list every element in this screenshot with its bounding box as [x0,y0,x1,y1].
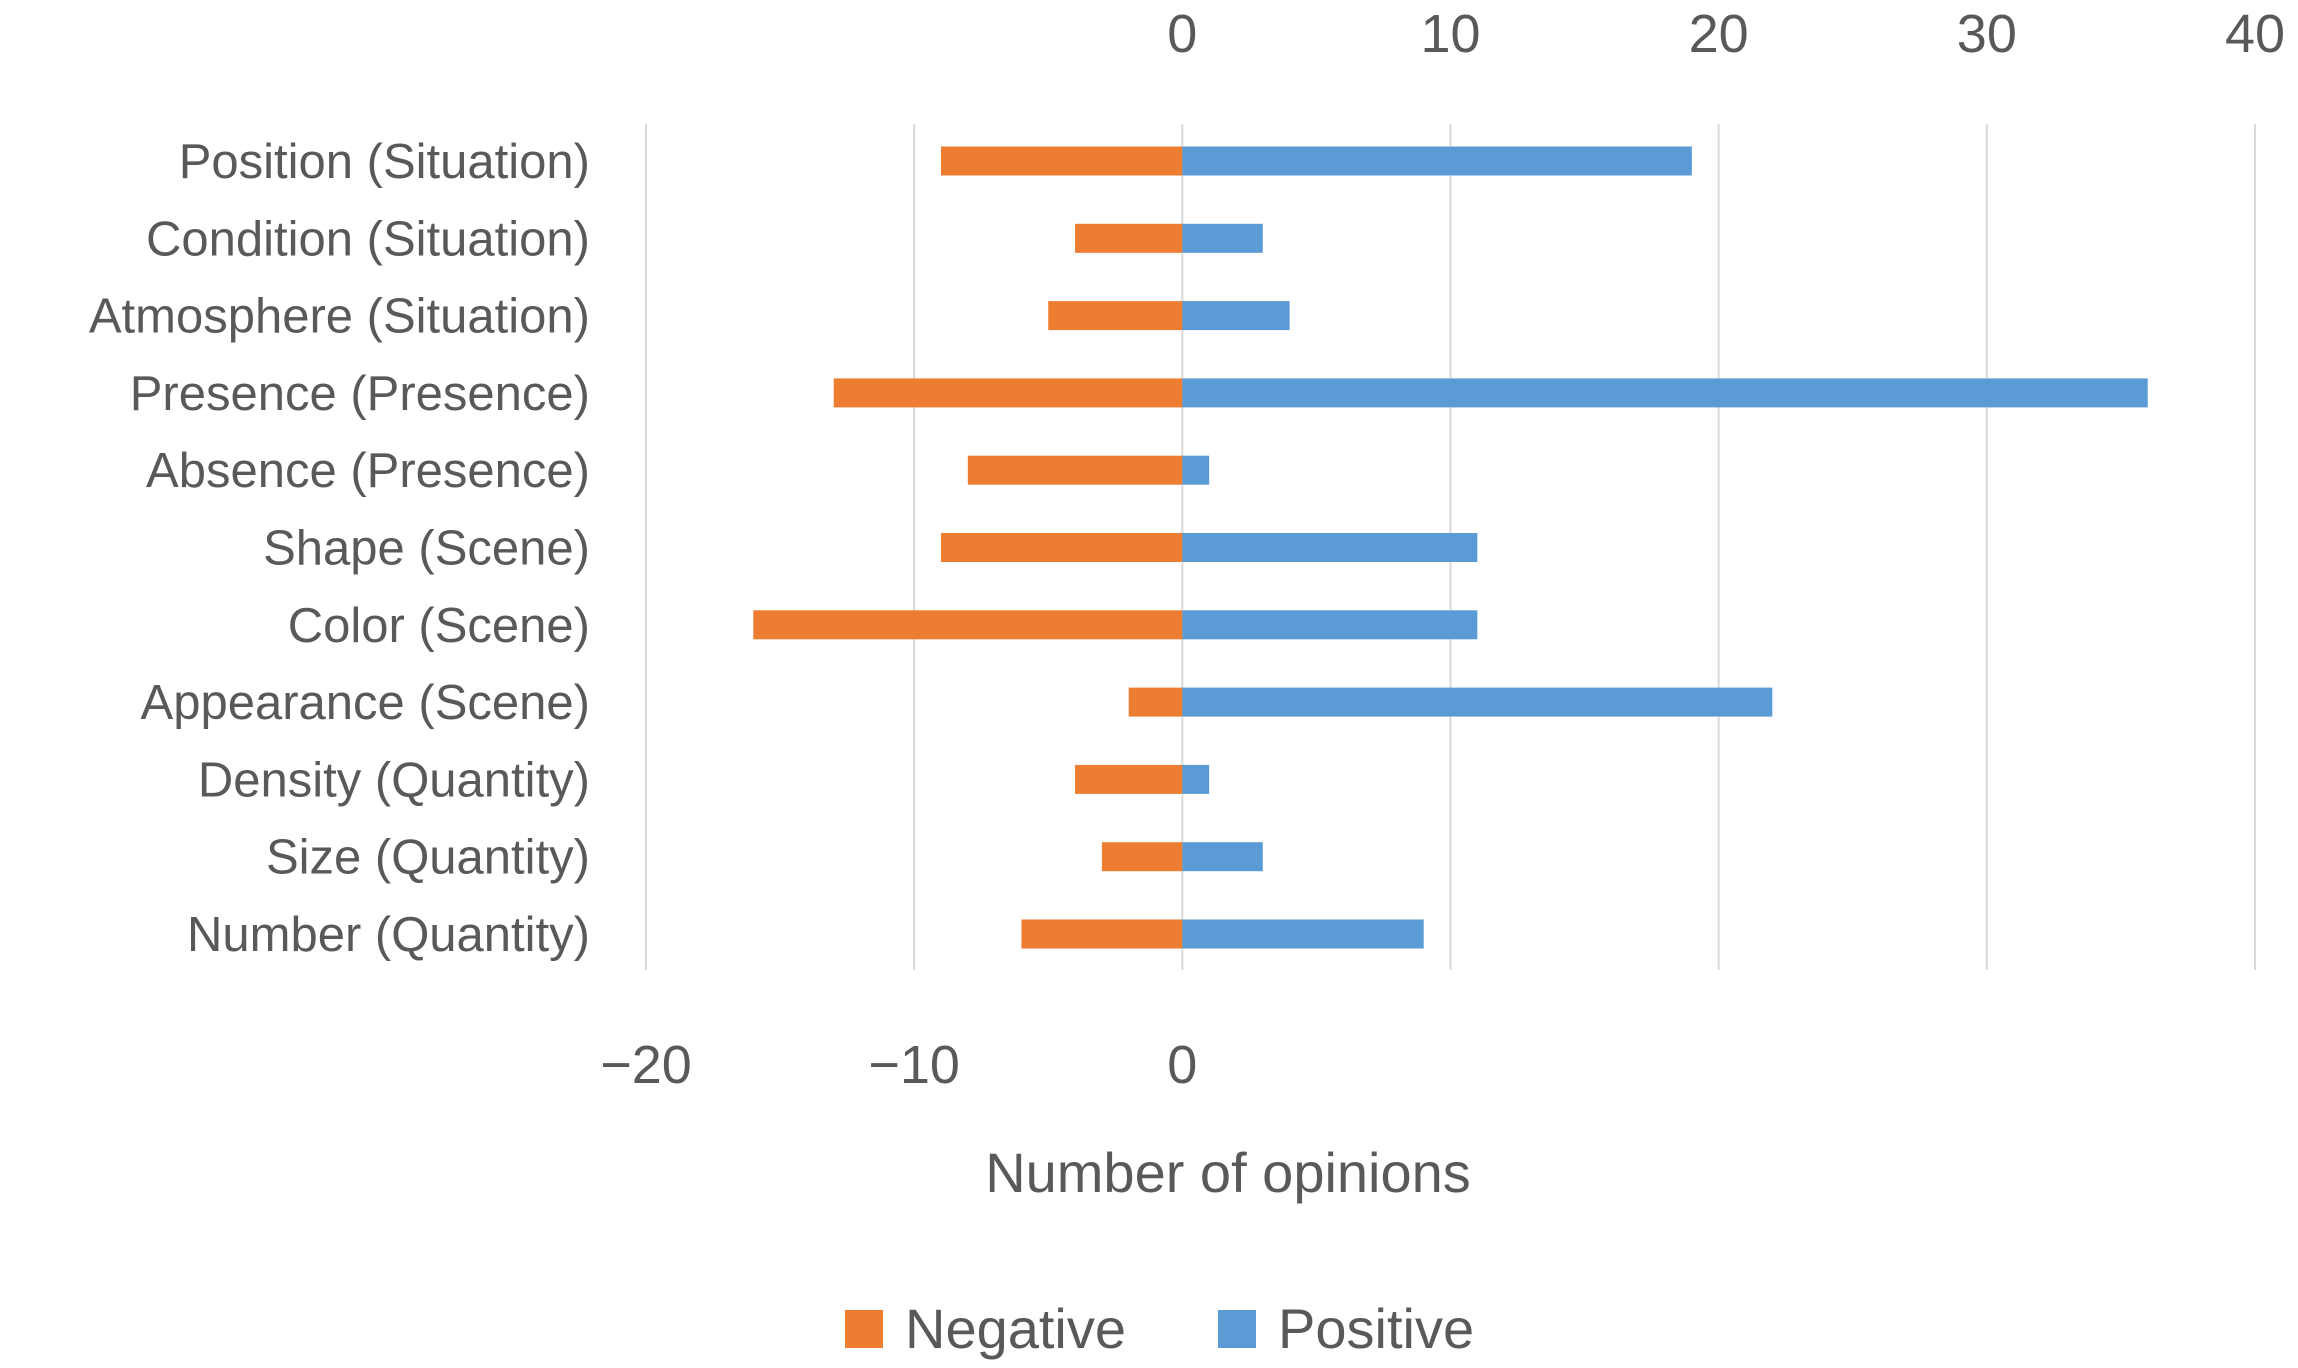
category-label: Condition (Situation) [146,212,590,266]
category-label: Appearance (Scene) [141,676,590,730]
bar-positive [1182,764,1210,794]
top-tick-label: 40 [2225,4,2285,64]
legend-swatch-positive [1218,1310,1256,1348]
top-tick-label: 10 [1420,4,1480,64]
bar-negative [940,146,1183,176]
bar-positive [1182,455,1210,485]
bar-negative [833,378,1183,408]
x-axis-title: Number of opinions [985,1141,1471,1204]
top-tick-label: 20 [1689,4,1749,64]
bar-negative [1075,223,1183,253]
bar-negative [1021,919,1183,949]
category-label: Presence (Presence) [130,367,590,421]
bar-negative [1101,842,1183,872]
bar-negative [940,533,1183,562]
category-label: Absence (Presence) [146,444,590,498]
bottom-tick-label: −10 [868,1035,960,1095]
bottom-tick-label: −20 [600,1035,692,1095]
bar-negative [1128,687,1183,717]
bar-positive [1182,610,1478,640]
bar-positive [1182,146,1692,176]
legend-label-positive: Positive [1278,1297,1474,1360]
top-tick-label: 30 [1957,4,2017,64]
category-label: Color (Scene) [288,599,590,653]
bar-positive [1182,687,1773,717]
bar-positive [1182,378,2148,408]
category-label: Position (Situation) [179,135,590,189]
bar-positive [1182,842,1263,872]
bottom-tick-label: 0 [1167,1035,1197,1095]
bar-negative [753,610,1183,640]
bar-positive [1182,223,1263,253]
bar-negative [1048,301,1183,331]
category-label: Density (Quantity) [198,753,590,807]
bar-negative [1075,764,1183,794]
legend-label-negative: Negative [905,1297,1126,1360]
category-label: Size (Quantity) [266,831,590,885]
bar-negative [967,455,1183,485]
bar-positive [1182,919,1424,949]
bar-positive [1182,301,1290,331]
category-label: Atmosphere (Situation) [89,290,590,344]
legend-swatch-negative [845,1310,883,1348]
category-label: Shape (Scene) [263,522,590,576]
top-tick-label: 0 [1167,4,1197,64]
category-label: Number (Quantity) [187,908,590,962]
bar-positive [1182,533,1478,562]
